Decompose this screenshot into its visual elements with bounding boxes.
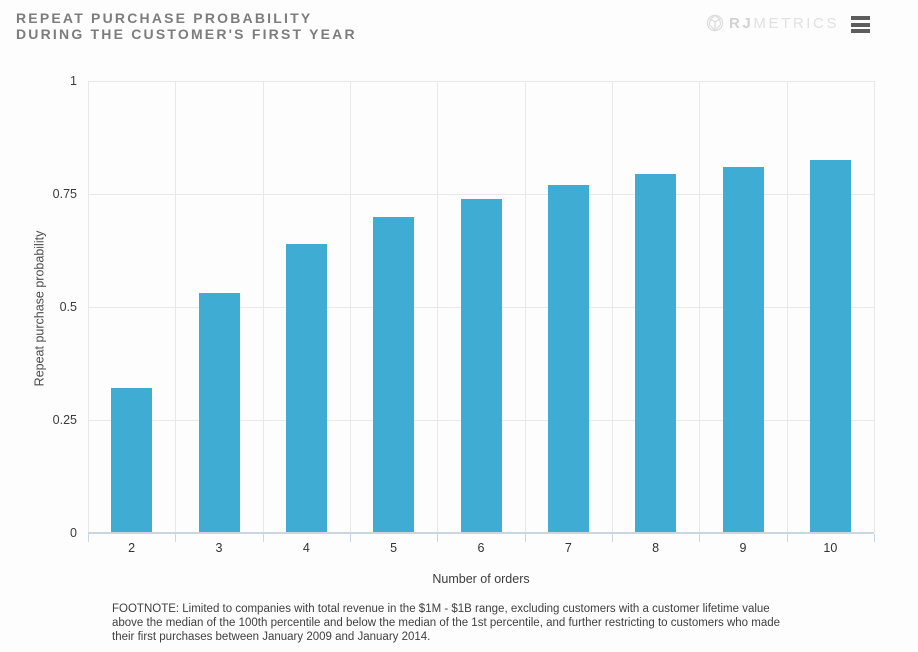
rjmetrics-globe-icon (706, 14, 729, 32)
bar-orders-8 (635, 173, 677, 533)
x-axis-line (88, 532, 874, 534)
page-title: REPEAT PURCHASE PROBABILITY DURING THE C… (16, 10, 357, 42)
bar-orders-3 (198, 293, 240, 533)
horizontal-gridline (88, 194, 874, 195)
x-axis-tick (524, 534, 526, 542)
plot-area (88, 81, 875, 542)
x-axis-tick (874, 534, 875, 542)
x-axis-tick (88, 534, 89, 542)
vertical-gridline (874, 81, 875, 533)
x-tick-label: 4 (302, 541, 310, 555)
y-tick-label: 0.5 (59, 300, 77, 314)
hamburger-bar (851, 22, 870, 27)
x-axis-tick (612, 534, 613, 542)
y-tick-label: 0.75 (52, 187, 77, 201)
hamburger-bar (851, 15, 870, 20)
page-title-line2: DURING THE CUSTOMER'S FIRST YEAR (16, 26, 357, 42)
horizontal-gridline (88, 81, 874, 82)
x-tick-label: 2 (128, 541, 136, 555)
y-tick-label: 1 (70, 74, 77, 88)
x-tick-label: 10 (823, 541, 838, 555)
y-tick-label: 0.25 (52, 413, 77, 427)
x-axis-tick (786, 534, 788, 542)
bar-orders-9 (722, 166, 764, 533)
x-tick-label: 6 (477, 541, 485, 555)
bar-orders-6 (460, 198, 502, 533)
x-axis-tick (350, 534, 351, 542)
hamburger-bar (851, 29, 870, 34)
page-title-line1: REPEAT PURCHASE PROBABILITY (16, 10, 313, 26)
x-axis-tick (262, 534, 264, 542)
brand-name-metrics: METRICS (753, 14, 840, 32)
footnote: FOOTNOTE: Limited to companies with tota… (112, 603, 781, 643)
brand-name-rj: RJ (729, 14, 754, 32)
hamburger-menu-icon[interactable] (851, 15, 870, 34)
bar-orders-5 (373, 216, 415, 533)
x-tick-label: 5 (390, 541, 398, 555)
repeat-purchase-chart: Repeat purchase probability Number of or… (33, 74, 875, 586)
x-tick-label: 7 (564, 541, 572, 555)
rjmetrics-logo: RJMETRICS (706, 14, 839, 32)
bar-orders-7 (547, 184, 589, 533)
x-tick-label: 8 (652, 541, 660, 555)
x-axis-tick (175, 534, 177, 542)
bar-orders-4 (285, 243, 327, 533)
x-tick-label: 9 (739, 541, 747, 555)
y-tick-label: 0 (70, 526, 77, 540)
brand-name: RJMETRICS (729, 15, 839, 32)
x-tick-label: 3 (215, 541, 223, 555)
x-axis-tick (699, 534, 701, 542)
x-axis-title: Number of orders (432, 572, 530, 586)
x-axis-tick (437, 534, 439, 542)
bar-orders-10 (809, 160, 851, 533)
bar-orders-2 (111, 388, 153, 533)
